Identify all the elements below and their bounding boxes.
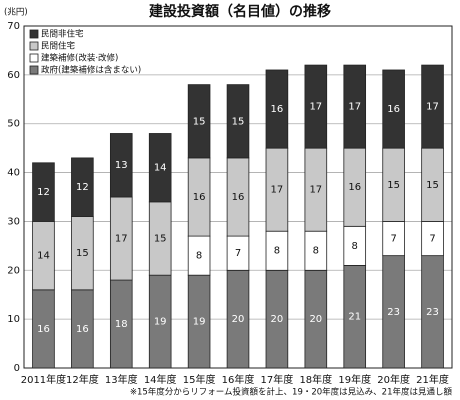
data-label: 8 bbox=[274, 246, 280, 257]
bar-segment bbox=[187, 84, 211, 159]
bar-segment bbox=[32, 162, 55, 222]
data-label: 16 bbox=[232, 192, 245, 203]
legend-label: 政府(建築補修は含まない) bbox=[41, 65, 141, 76]
data-label: 7 bbox=[390, 234, 396, 245]
data-label: 20 bbox=[232, 314, 245, 325]
y-tick-label: 30 bbox=[7, 216, 20, 227]
data-label: 16 bbox=[193, 192, 206, 203]
x-tick-label: 14年度 bbox=[144, 373, 177, 386]
data-label: 17 bbox=[309, 185, 322, 196]
x-tick-label: 12年度 bbox=[66, 373, 99, 386]
data-label: 17 bbox=[271, 185, 284, 196]
data-label: 7 bbox=[235, 248, 241, 259]
legend-label: 建築補修(改装·改修) bbox=[41, 53, 118, 64]
data-label: 17 bbox=[348, 102, 361, 113]
y-tick-label: 0 bbox=[14, 363, 20, 374]
x-tick-label: 19年度 bbox=[338, 373, 371, 386]
data-label: 13 bbox=[115, 160, 128, 171]
x-tick-label: 15年度 bbox=[183, 373, 216, 386]
data-label: 17 bbox=[426, 102, 439, 113]
data-label: 21 bbox=[348, 312, 361, 323]
data-label: 15 bbox=[154, 234, 167, 245]
data-label: 15 bbox=[387, 180, 400, 191]
x-tick-label: 13年度 bbox=[105, 373, 138, 386]
x-tick-label: 16年度 bbox=[222, 373, 255, 386]
x-tick-label: 21年度 bbox=[416, 373, 449, 386]
y-tick-label: 50 bbox=[7, 119, 20, 130]
legend-label: 民間非住宅 bbox=[41, 29, 84, 40]
data-label: 20 bbox=[309, 314, 322, 325]
x-tick-label: 20年度 bbox=[377, 373, 410, 386]
x-tick-label: 18年度 bbox=[299, 373, 332, 386]
chart-title: 建設投資額（名目値）の推移 bbox=[149, 3, 331, 20]
data-label: 16 bbox=[387, 104, 400, 115]
bar-segment bbox=[304, 64, 328, 149]
data-label: 20 bbox=[271, 314, 284, 325]
bar-segment bbox=[265, 69, 289, 149]
data-label: 12 bbox=[37, 187, 50, 198]
legend-swatch bbox=[29, 65, 39, 75]
legend-label: 民間住宅 bbox=[41, 41, 75, 52]
data-label: 15 bbox=[426, 180, 439, 191]
data-label: 15 bbox=[193, 116, 206, 127]
data-label: 15 bbox=[232, 116, 245, 127]
data-label: 16 bbox=[348, 182, 361, 193]
legend-swatch bbox=[29, 41, 39, 51]
x-tick-label: 17年度 bbox=[261, 373, 294, 386]
x-tick-label: 2011年度 bbox=[21, 373, 66, 386]
y-tick-label: 70 bbox=[7, 21, 20, 32]
data-label: 7 bbox=[429, 234, 435, 245]
y-unit: (兆円) bbox=[4, 7, 28, 18]
data-label: 8 bbox=[352, 241, 358, 252]
data-label: 16 bbox=[76, 324, 89, 335]
data-label: 14 bbox=[154, 163, 167, 174]
data-label: 23 bbox=[426, 307, 439, 318]
data-label: 8 bbox=[313, 246, 319, 257]
data-label: 23 bbox=[387, 307, 400, 318]
footnote: ※15年度分からリフォーム投資額を計上、19・20年度は見込み、21年度は見通し… bbox=[130, 387, 453, 398]
bar-segment bbox=[382, 69, 405, 149]
y-tick-label: 10 bbox=[7, 314, 20, 325]
bar-segment bbox=[109, 133, 133, 198]
legend-swatch bbox=[29, 29, 39, 39]
data-label: 17 bbox=[309, 102, 322, 113]
data-label: 18 bbox=[115, 319, 128, 330]
data-label: 14 bbox=[37, 251, 50, 262]
y-tick-label: 40 bbox=[7, 168, 20, 179]
bar-segment bbox=[71, 157, 94, 217]
data-label: 16 bbox=[37, 324, 50, 335]
data-label: 12 bbox=[76, 182, 89, 193]
data-label: 19 bbox=[154, 317, 167, 328]
y-tick-label: 20 bbox=[7, 265, 20, 276]
bar-segment bbox=[226, 84, 250, 159]
data-label: 19 bbox=[193, 317, 206, 328]
data-label: 17 bbox=[115, 234, 128, 245]
data-label: 16 bbox=[271, 104, 284, 115]
legend-swatch bbox=[29, 53, 39, 63]
bar-segment bbox=[343, 64, 367, 149]
data-label: 15 bbox=[76, 248, 89, 259]
bar-segment bbox=[421, 64, 444, 149]
bar-segment bbox=[148, 133, 172, 203]
y-tick-label: 60 bbox=[7, 70, 20, 81]
data-label: 8 bbox=[196, 251, 202, 262]
